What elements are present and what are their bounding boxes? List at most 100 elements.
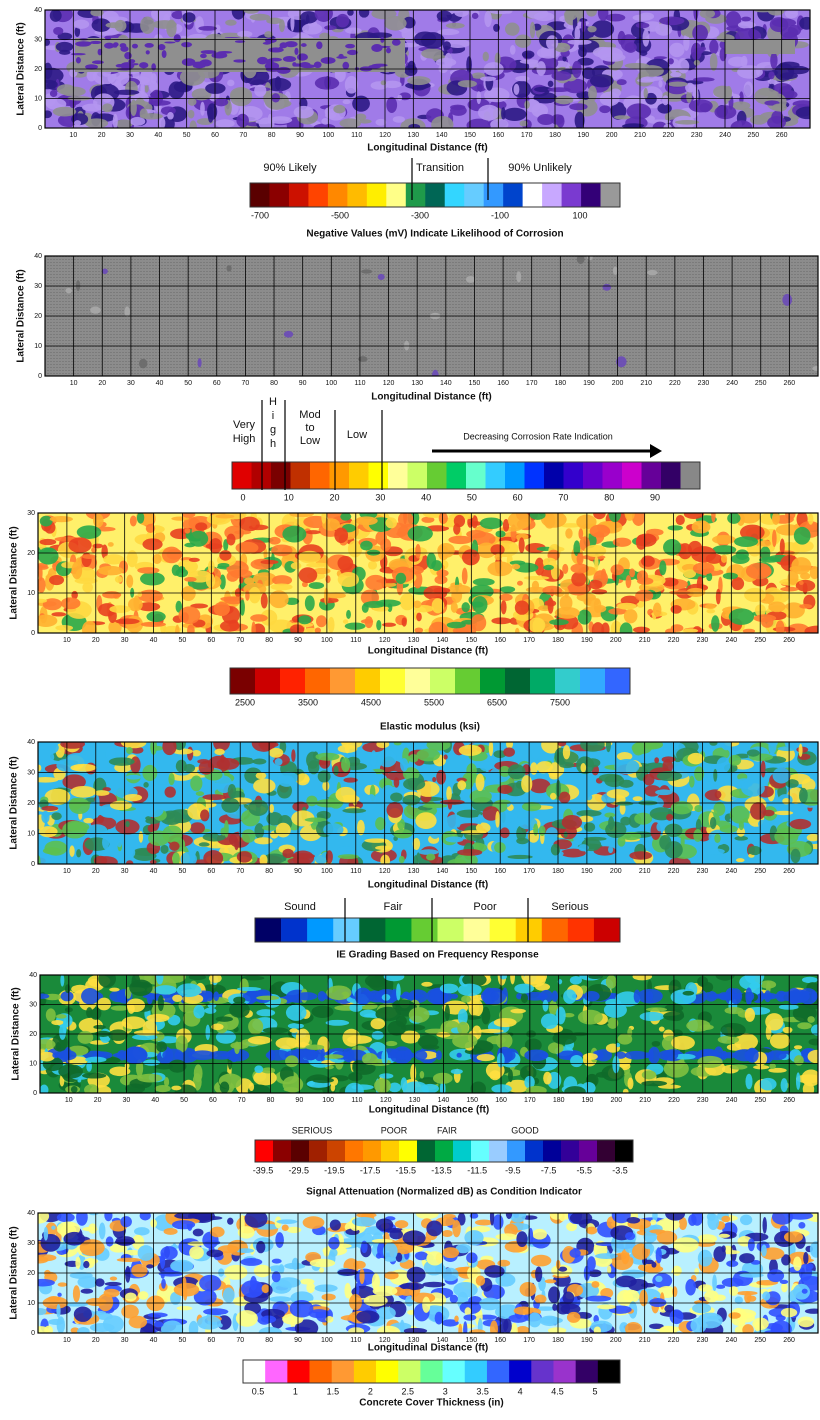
map-blob xyxy=(709,742,718,746)
map-blob xyxy=(386,47,391,54)
map-blob xyxy=(770,52,778,69)
y-tick-label: 0 xyxy=(31,1330,35,1337)
map-blob xyxy=(90,1006,102,1020)
map-blob xyxy=(371,1273,381,1291)
map-blob xyxy=(699,102,711,113)
map-blob xyxy=(499,593,513,601)
map-frame xyxy=(44,255,819,377)
x-tick-label: 80 xyxy=(265,637,273,644)
map-blob xyxy=(65,752,89,766)
map-blob xyxy=(634,812,653,825)
map-blob xyxy=(156,1041,167,1053)
map-blob xyxy=(292,62,297,67)
map-blob xyxy=(720,742,732,751)
map-blob xyxy=(262,825,278,831)
map-blob xyxy=(649,1298,667,1308)
map-blob xyxy=(137,1073,163,1083)
colorbar-swatch xyxy=(330,668,356,694)
map-blob xyxy=(659,16,685,26)
map-blob xyxy=(162,1048,184,1062)
map-blob xyxy=(518,537,525,553)
map-blob xyxy=(626,1216,641,1224)
x-tick-label: 140 xyxy=(437,1337,449,1344)
map-blob xyxy=(406,1266,426,1283)
map-blob xyxy=(63,1231,86,1246)
map-blob xyxy=(259,742,274,751)
map-blob xyxy=(103,554,125,565)
map-blob xyxy=(43,1226,49,1241)
map-blob xyxy=(521,50,535,59)
panel: 10 20 30 40 50 60 70 80 90 100 110 120 130 140 150 160 1… xyxy=(16,7,811,240)
map-blob xyxy=(442,41,451,50)
map-blob xyxy=(739,91,744,105)
map-blob xyxy=(45,79,58,90)
map-blob xyxy=(176,1306,193,1311)
colorbar-swatch xyxy=(509,1360,532,1383)
map-blob xyxy=(629,851,653,860)
x-tick-label: 150 xyxy=(464,132,476,139)
map-blob xyxy=(116,1257,142,1263)
map-blob xyxy=(263,853,286,864)
x-tick-label: 30 xyxy=(126,132,134,139)
x-tick-label: 60 xyxy=(209,1097,217,1104)
map-blob xyxy=(258,1326,283,1333)
map-blob xyxy=(192,62,206,69)
x-tick-label: 40 xyxy=(150,1337,158,1344)
map-blob xyxy=(720,554,728,564)
map-blob xyxy=(205,991,214,1002)
map-blob xyxy=(77,1327,90,1333)
x-tick-label: 150 xyxy=(465,868,477,875)
map-blob xyxy=(391,38,401,46)
map-blob xyxy=(511,563,521,570)
map-blob xyxy=(188,557,200,563)
map-blob xyxy=(38,547,59,565)
map-blob xyxy=(469,1213,479,1219)
map-blob xyxy=(120,1216,132,1228)
map-blob xyxy=(346,609,351,619)
map-blob xyxy=(138,1291,149,1300)
colorbar-tick-label: 2 xyxy=(368,1386,373,1396)
map-blob xyxy=(583,822,596,832)
map-blob xyxy=(586,1226,598,1235)
map-blob xyxy=(437,28,460,36)
x-tick-label: 140 xyxy=(437,868,449,875)
colorbar-swatch xyxy=(250,183,270,207)
legend-label: 90% Likely xyxy=(263,162,317,174)
map-blob xyxy=(309,1060,323,1065)
x-tick-label: 10 xyxy=(63,1337,71,1344)
colorbar-swatch xyxy=(507,1140,526,1162)
map-blob xyxy=(641,555,655,567)
map-blob xyxy=(745,562,772,580)
map-blob xyxy=(256,1240,266,1254)
map-blob xyxy=(515,75,530,82)
map-blob xyxy=(513,83,520,96)
map-blob xyxy=(578,815,594,823)
map-blob xyxy=(91,60,104,65)
map-blob xyxy=(444,1004,450,1021)
map-blob xyxy=(569,103,588,111)
colorbar-tick-label: 80 xyxy=(604,492,614,502)
map-blob xyxy=(515,533,529,540)
map-blob xyxy=(53,27,64,36)
map-blob xyxy=(456,809,483,818)
map-blob xyxy=(224,820,229,838)
map-blob xyxy=(384,15,407,31)
map-blob xyxy=(771,110,784,124)
map-blob xyxy=(188,530,209,547)
map-blob xyxy=(301,581,308,588)
colorbar-swatch xyxy=(407,462,428,489)
map-blob xyxy=(692,1303,712,1314)
map-blob xyxy=(314,76,340,90)
x-tick-label: 100 xyxy=(321,1337,333,1344)
map-blob xyxy=(334,527,349,544)
map-blob xyxy=(173,34,181,43)
map-blob xyxy=(151,63,157,71)
map-blob xyxy=(556,114,565,128)
map-blob xyxy=(200,101,205,116)
map-blob xyxy=(768,742,777,754)
map-blob xyxy=(694,780,714,789)
map-blob xyxy=(115,119,133,128)
map-blob xyxy=(476,542,497,559)
map-blob xyxy=(665,628,676,633)
